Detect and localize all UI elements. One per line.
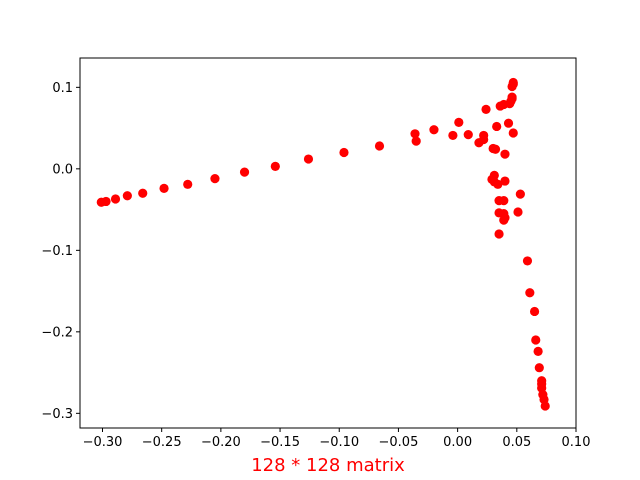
data-point	[533, 346, 543, 356]
data-point	[493, 179, 503, 189]
data-point	[515, 189, 525, 199]
data-point	[529, 306, 540, 317]
data-point	[122, 191, 132, 201]
data-points	[96, 77, 550, 411]
data-point	[500, 213, 510, 223]
data-point	[500, 149, 510, 159]
data-point	[513, 207, 523, 217]
plot-frame	[79, 57, 577, 429]
data-point	[499, 196, 509, 206]
data-point	[183, 179, 193, 189]
x-tick-label: −0.10	[319, 435, 359, 450]
x-tick-label: 0.05	[502, 435, 531, 450]
data-point	[101, 196, 111, 207]
x-axis: −0.30 −0.25 −0.20 −0.15 −0.10 −0.05 0.00 0.05 0.…	[83, 428, 591, 450]
data-point	[239, 167, 250, 177]
data-point	[138, 188, 148, 198]
data-point	[411, 136, 421, 146]
data-point	[270, 161, 280, 171]
x-tick-label: −0.05	[379, 435, 419, 450]
x-tick-label: 0.10	[562, 435, 591, 450]
data-point	[494, 229, 504, 239]
data-point	[110, 194, 121, 204]
data-point	[410, 129, 420, 139]
data-point	[507, 92, 517, 102]
x-tick-label: −0.20	[201, 435, 241, 450]
data-point	[508, 128, 518, 138]
data-point	[481, 104, 491, 114]
data-point	[503, 118, 514, 128]
data-point	[522, 256, 533, 266]
data-point	[525, 288, 535, 298]
data-point	[508, 77, 518, 88]
data-point	[500, 176, 510, 186]
y-tick-label: −0.2	[41, 325, 73, 340]
data-point	[489, 170, 499, 180]
data-point	[492, 121, 502, 132]
y-tick-label: −0.3	[41, 407, 73, 422]
data-point	[531, 335, 541, 345]
data-point	[479, 130, 489, 141]
data-point	[374, 141, 385, 151]
data-point	[448, 130, 458, 141]
data-point	[534, 363, 544, 373]
data-point	[429, 125, 439, 135]
data-point	[159, 183, 169, 193]
data-point	[540, 401, 550, 411]
data-point	[490, 144, 501, 154]
x-tick-label: −0.30	[83, 435, 123, 450]
data-point	[303, 154, 314, 164]
x-tick-label: 0.00	[443, 435, 472, 450]
y-tick-label: 0.0	[52, 162, 73, 177]
y-tick-label: 0.1	[52, 81, 73, 96]
data-point	[454, 117, 464, 127]
x-tick-label: −0.25	[142, 435, 182, 450]
data-point	[210, 174, 220, 184]
data-point	[463, 130, 473, 140]
y-tick-label: −0.1	[41, 244, 73, 259]
data-point	[339, 147, 349, 158]
x-tick-label: −0.15	[260, 435, 300, 450]
x-axis-label: 128 * 128 matrix	[251, 455, 405, 476]
y-axis: 0.1 0.0 −0.1 −0.2 −0.3	[41, 81, 80, 422]
